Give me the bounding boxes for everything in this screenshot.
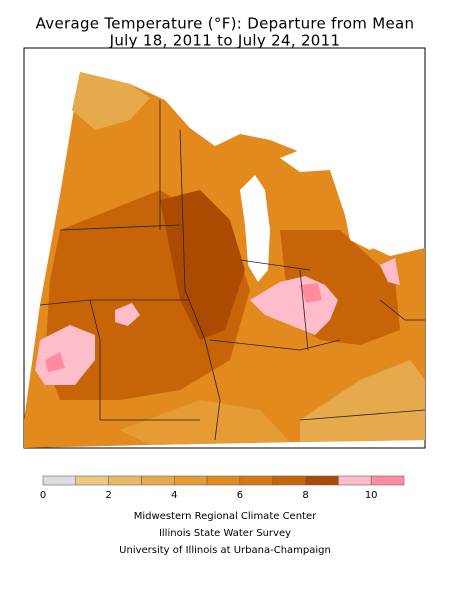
legend-swatch bbox=[305, 475, 339, 486]
lake bbox=[330, 170, 395, 250]
legend-swatch bbox=[370, 475, 405, 486]
map bbox=[23, 47, 426, 449]
region-mid bbox=[120, 400, 290, 445]
legend-swatch bbox=[206, 475, 241, 486]
legend-swatch bbox=[75, 475, 109, 486]
title-line: Average Temperature (°F): Departure from… bbox=[36, 15, 415, 33]
legend-swatch bbox=[239, 475, 274, 486]
color-legend: 0 2 4 6 8 10 bbox=[40, 475, 405, 501]
legend-swatch bbox=[141, 475, 175, 486]
region-pinkest bbox=[300, 283, 322, 303]
legend-tick-label: 4 bbox=[171, 490, 177, 501]
legend-tick-label: 8 bbox=[302, 490, 308, 501]
legend-tick-label: 6 bbox=[237, 490, 243, 501]
legend-swatch bbox=[338, 475, 372, 486]
lake bbox=[240, 175, 270, 282]
legend-tick-label: 2 bbox=[105, 490, 111, 501]
lake bbox=[280, 150, 330, 172]
region-pinkest bbox=[45, 352, 65, 372]
credit: Midwestern Regional Climate Center bbox=[134, 511, 317, 522]
credit: University of Illinois at Urbana-Champai… bbox=[119, 545, 331, 556]
region-light bbox=[300, 360, 425, 442]
legend-swatch bbox=[272, 475, 306, 486]
region-pink bbox=[115, 303, 140, 326]
region-pink bbox=[380, 258, 400, 285]
region-light bbox=[72, 72, 150, 130]
region-darkest bbox=[160, 190, 245, 340]
title-line: July 18, 2011 to July 24, 2011 bbox=[109, 32, 341, 50]
legend-swatch bbox=[42, 475, 77, 486]
credit: Illinois State Water Survey bbox=[159, 528, 291, 539]
legend-tick-label: 0 bbox=[40, 490, 46, 501]
legend-swatch bbox=[108, 475, 142, 486]
lake bbox=[165, 95, 270, 146]
legend-tick-label: 10 bbox=[365, 490, 378, 501]
legend-swatch bbox=[173, 475, 208, 486]
